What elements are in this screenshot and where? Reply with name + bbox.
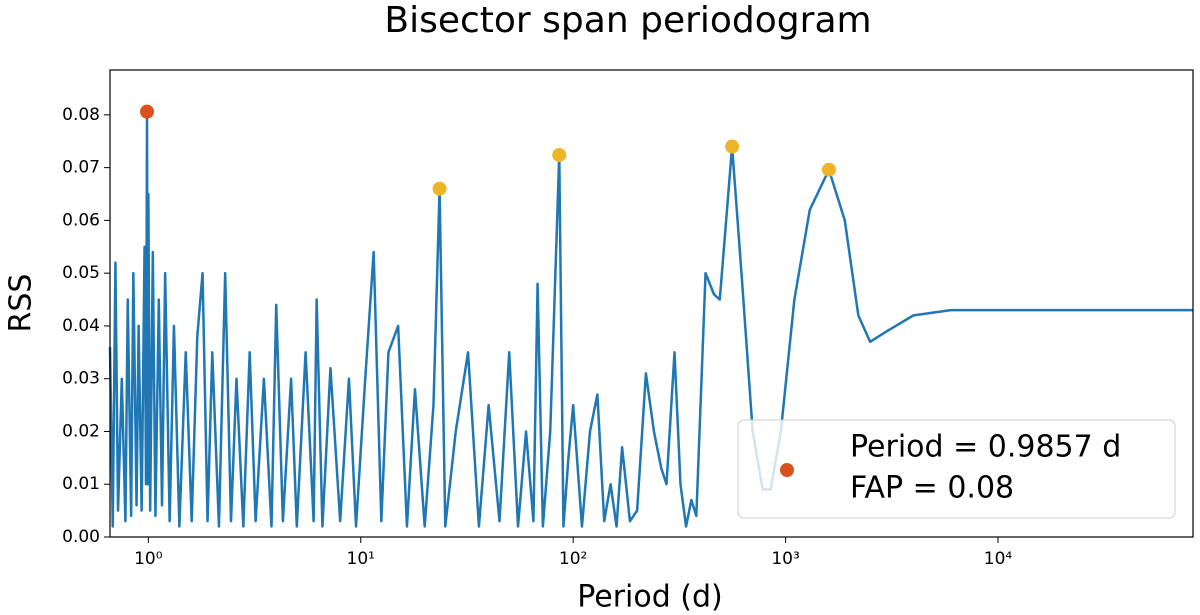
y-tick-label: 0.08 bbox=[62, 105, 100, 125]
y-tick-label: 0.06 bbox=[62, 210, 100, 230]
legend-label: Period = 0.9857 d bbox=[850, 430, 1121, 465]
x-tick-label: 10³ bbox=[771, 549, 799, 569]
peak-marker bbox=[725, 139, 740, 154]
periodogram-line bbox=[108, 110, 1193, 528]
chart-title: Bisector span periodogram bbox=[384, 0, 871, 41]
peak-marker bbox=[821, 162, 836, 177]
y-tick-label: 0.03 bbox=[62, 369, 100, 389]
legend-marker bbox=[780, 463, 794, 477]
best-peak-marker bbox=[140, 104, 155, 119]
peak-marker bbox=[432, 181, 447, 196]
x-tick-label: 10⁴ bbox=[984, 549, 1013, 569]
y-axis-label: RSS bbox=[4, 274, 39, 333]
y-tick-label: 0.00 bbox=[62, 527, 100, 547]
annotation: FAP = 0.08 bbox=[850, 471, 1014, 506]
y-tick-label: 0.02 bbox=[62, 421, 100, 441]
legend-box bbox=[737, 419, 1176, 519]
x-tick-label: 10² bbox=[559, 549, 587, 569]
x-tick-label: 10⁰ bbox=[134, 549, 163, 569]
y-tick-label: 0.04 bbox=[62, 316, 100, 336]
x-axis-label: Period (d) bbox=[577, 580, 723, 615]
plot-frame bbox=[109, 69, 1194, 538]
y-tick-label: 0.05 bbox=[62, 263, 100, 283]
y-tick-label: 0.01 bbox=[62, 474, 100, 494]
peak-marker bbox=[552, 147, 567, 162]
x-tick-label: 10¹ bbox=[347, 549, 375, 569]
y-tick-label: 0.07 bbox=[62, 158, 100, 178]
